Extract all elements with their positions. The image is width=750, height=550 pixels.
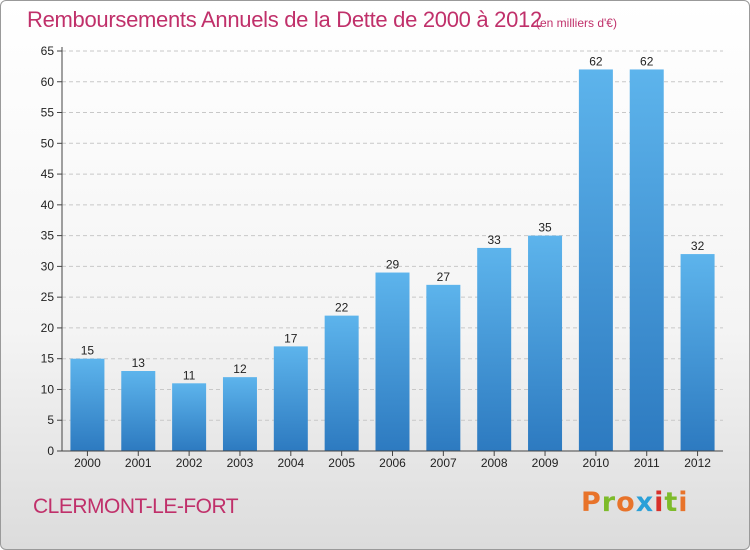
x-tick-label-2003: 2003 xyxy=(227,456,254,470)
brand-letter: i xyxy=(678,487,689,518)
y-tick-label: 60 xyxy=(41,75,55,89)
brand-letter: t xyxy=(664,487,679,518)
y-tick-label: 35 xyxy=(41,229,55,243)
x-tick-label-2007: 2007 xyxy=(430,456,457,470)
commune-name: CLERMONT-LE-FORT xyxy=(33,495,239,518)
bar-2012 xyxy=(680,254,715,451)
bar-2004 xyxy=(273,346,308,451)
bar-2003 xyxy=(222,377,257,451)
y-tick-label: 55 xyxy=(41,106,55,120)
data-label-2011: 62 xyxy=(640,54,654,68)
x-tick-label-2012: 2012 xyxy=(684,456,711,470)
bar-2001 xyxy=(121,371,156,451)
bar-2006 xyxy=(375,272,410,451)
data-label-2009: 35 xyxy=(538,221,552,235)
data-labels: 15 13 11 12 17 22 29 27 33 35 62 62 32 xyxy=(81,54,705,382)
chart-subtitle: (en milliers d'€) xyxy=(536,16,617,30)
y-tick-label: 0 xyxy=(47,444,54,458)
x-tick-labels: 2000 2001 2002 2003 2004 2005 2006 2007 2008 2009… xyxy=(74,451,711,470)
bars xyxy=(70,69,715,451)
bar-2010 xyxy=(578,69,613,451)
y-tick-label: 50 xyxy=(41,136,55,150)
x-tick-label-2010: 2010 xyxy=(583,456,610,470)
data-label-2010: 62 xyxy=(589,54,603,68)
chart-title: Remboursements Annuels de la Dette de 20… xyxy=(27,7,542,32)
brand-letter: i xyxy=(654,487,665,518)
x-tick-label-2004: 2004 xyxy=(277,456,304,470)
y-tick-label: 30 xyxy=(41,259,55,273)
data-label-2003: 12 xyxy=(233,362,247,376)
x-tick-label-2009: 2009 xyxy=(532,456,559,470)
x-tick-label-2005: 2005 xyxy=(328,456,355,470)
y-tick-label: 40 xyxy=(41,198,55,212)
y-tick-label: 20 xyxy=(41,321,55,335)
y-tick-label: 45 xyxy=(41,167,55,181)
data-label-2012: 32 xyxy=(691,239,705,253)
y-tick-label: 10 xyxy=(41,382,55,396)
brand-logo: Proxiti xyxy=(581,487,689,518)
data-label-2007: 27 xyxy=(437,270,451,284)
y-tick-label: 65 xyxy=(41,44,55,58)
y-tick-label: 15 xyxy=(41,352,55,366)
data-label-2001: 13 xyxy=(132,356,146,370)
data-label-2008: 33 xyxy=(488,233,502,247)
bar-2011 xyxy=(629,69,664,451)
brand-letter: o xyxy=(616,487,636,518)
brand-letter: P xyxy=(581,487,602,518)
x-tick-label-2011: 2011 xyxy=(634,456,660,470)
data-label-2006: 29 xyxy=(386,258,400,272)
data-label-2005: 22 xyxy=(335,301,349,315)
x-tick-label-2006: 2006 xyxy=(379,456,406,470)
data-label-2002: 11 xyxy=(183,368,196,382)
x-tick-label-2000: 2000 xyxy=(74,456,101,470)
bar-2002 xyxy=(172,383,207,451)
bar-2008 xyxy=(477,247,512,451)
bar-2009 xyxy=(528,235,563,451)
data-label-2000: 15 xyxy=(81,344,95,358)
x-tick-label-2008: 2008 xyxy=(481,456,508,470)
x-tick-label-2001: 2001 xyxy=(125,456,152,470)
x-tick-label-2002: 2002 xyxy=(176,456,203,470)
bar-2007 xyxy=(426,284,461,451)
brand-letter: x xyxy=(635,487,655,518)
y-tick-labels: 0 5 10 15 20 25 30 35 40 45 50 55 60 65 xyxy=(41,44,62,458)
bar-2005 xyxy=(324,315,359,451)
brand-letter: r xyxy=(601,487,617,518)
y-tick-label: 25 xyxy=(41,290,55,304)
y-tick-label: 5 xyxy=(47,413,54,427)
data-label-2004: 17 xyxy=(284,331,298,345)
bar-2000 xyxy=(70,358,105,451)
